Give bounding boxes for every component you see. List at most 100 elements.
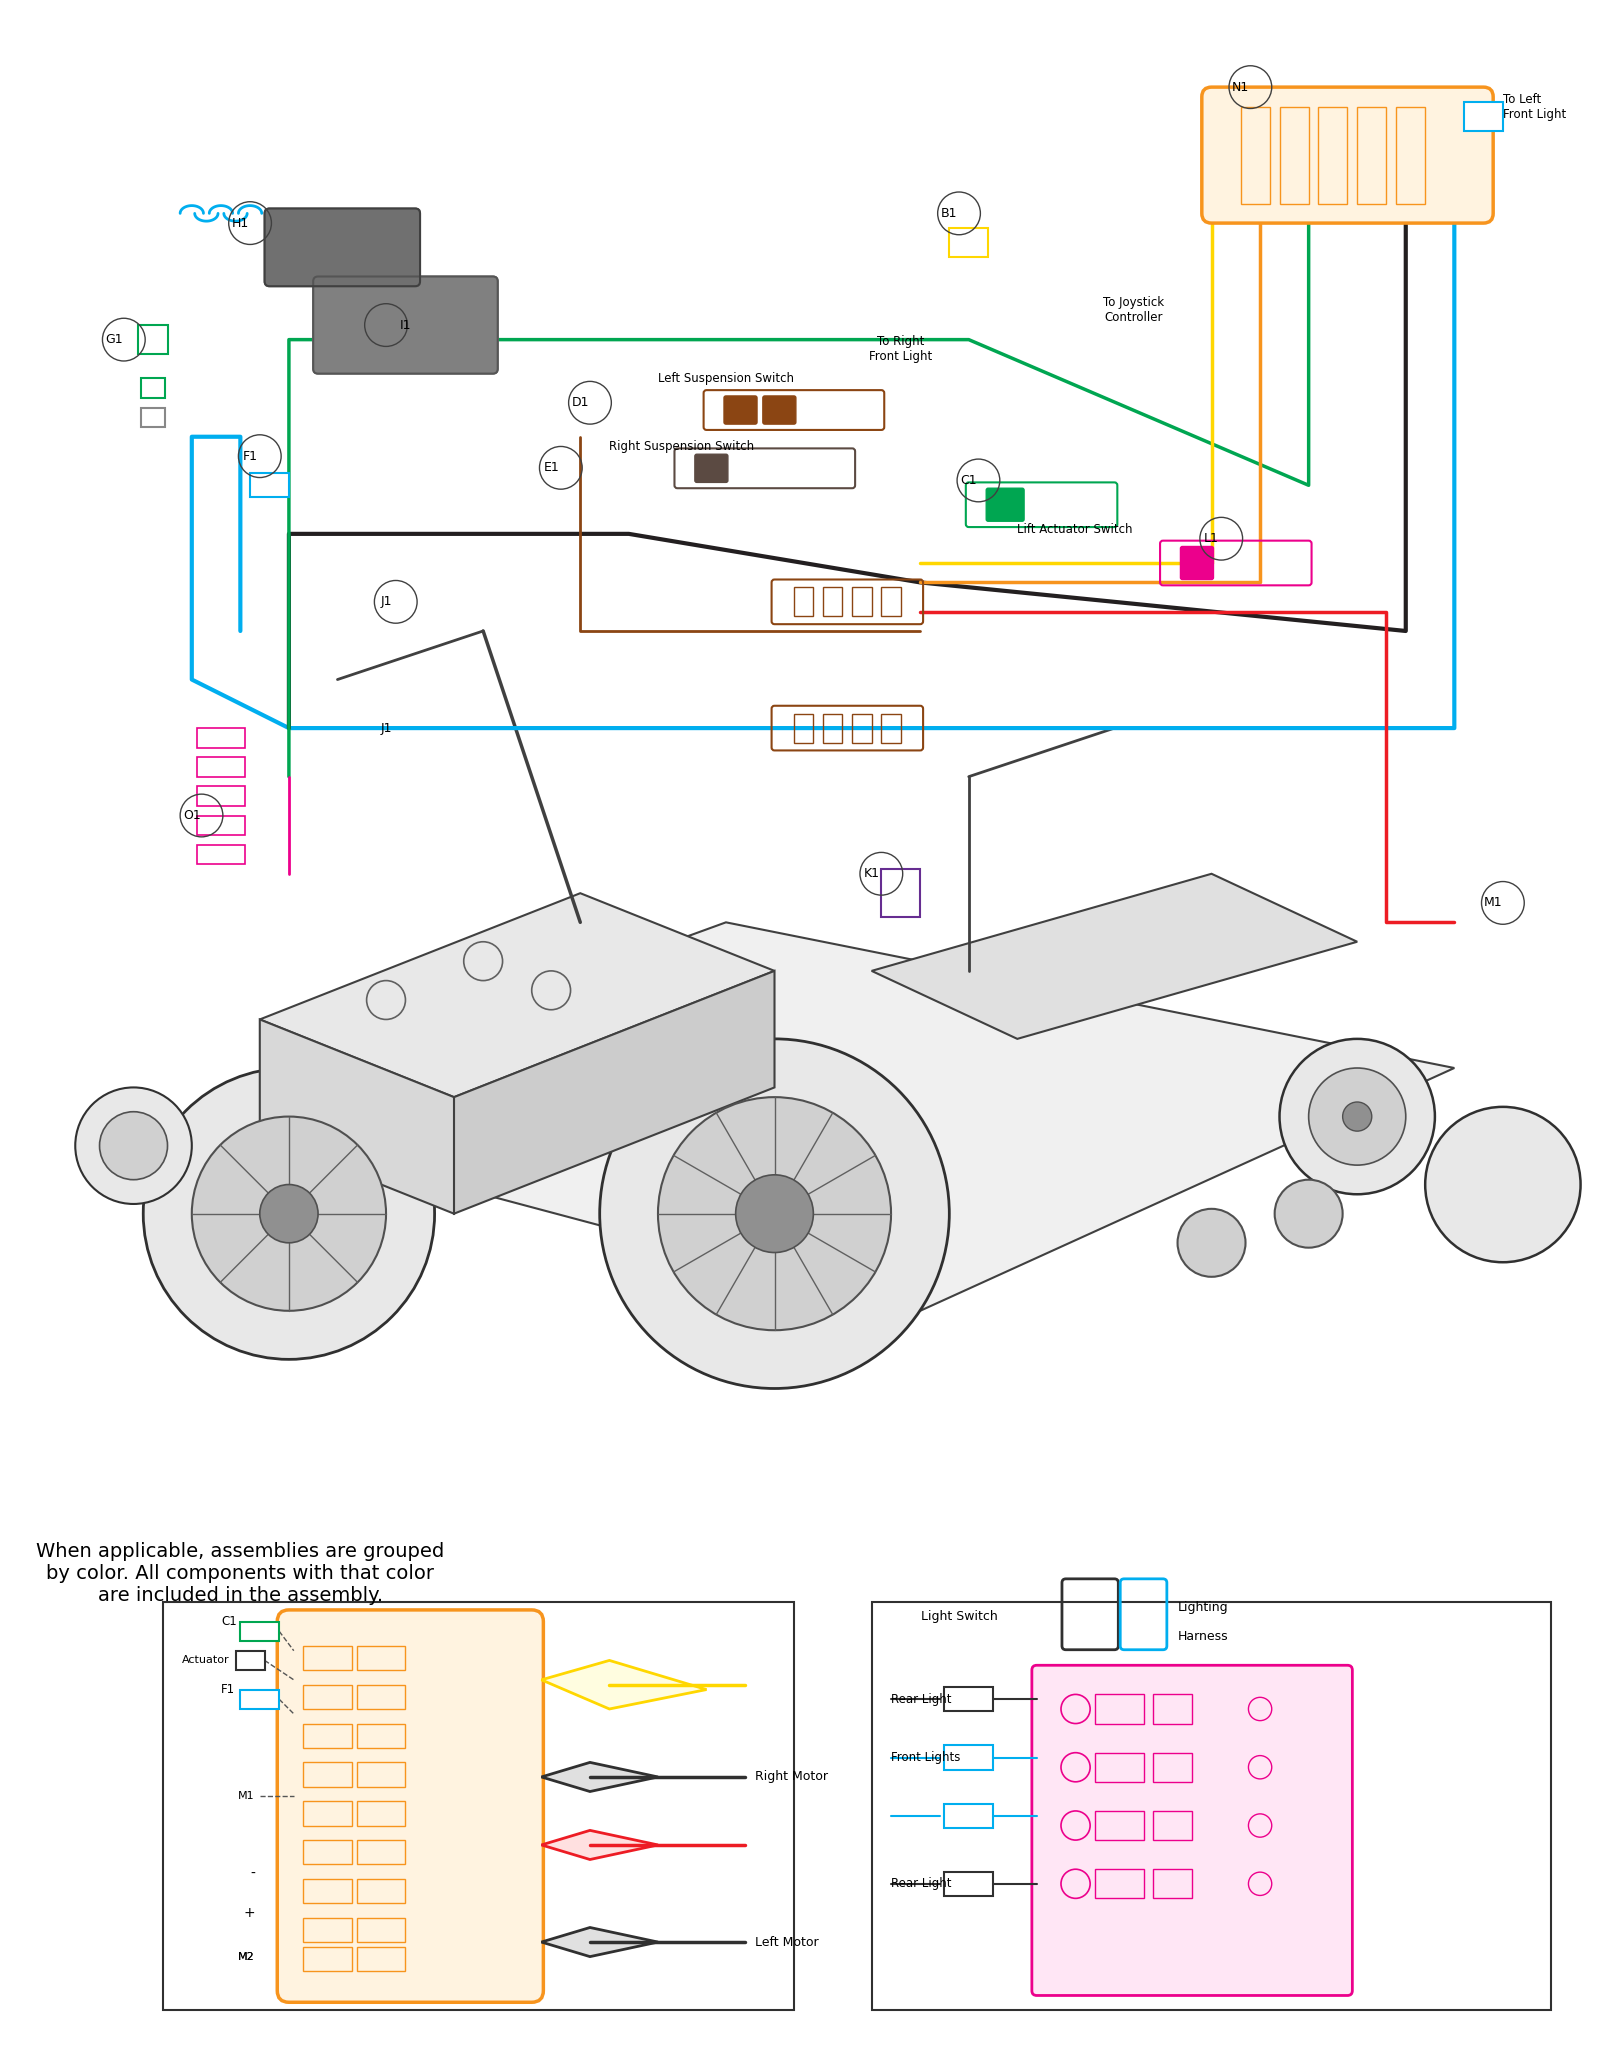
Bar (1154, 1695, 1192, 1723)
Polygon shape (541, 1661, 707, 1709)
Circle shape (192, 1117, 386, 1312)
Text: Actuator: Actuator (182, 1655, 230, 1666)
Circle shape (1426, 1107, 1581, 1262)
Text: Harness: Harness (1178, 1630, 1229, 1643)
Bar (141, 408, 165, 426)
Bar (1357, 106, 1386, 203)
Bar (304, 1723, 352, 1748)
Bar (304, 1802, 352, 1825)
Polygon shape (259, 1020, 454, 1215)
Bar (853, 588, 872, 617)
Bar (944, 1872, 994, 1895)
Circle shape (736, 1175, 813, 1252)
Text: Rear Light: Rear Light (891, 1877, 952, 1891)
Bar (357, 1763, 405, 1788)
Polygon shape (454, 970, 774, 1215)
Bar (304, 1839, 352, 1864)
Circle shape (144, 1068, 435, 1359)
Bar (250, 474, 290, 497)
Circle shape (1342, 1103, 1371, 1132)
Polygon shape (872, 873, 1357, 1039)
Bar (304, 1645, 352, 1670)
Bar (357, 1802, 405, 1825)
Bar (240, 1690, 280, 1709)
Bar (1094, 1868, 1144, 1899)
Text: M2: M2 (238, 1951, 254, 1961)
Bar (357, 1645, 405, 1670)
Polygon shape (259, 894, 774, 1097)
Text: To Right
Front Light: To Right Front Light (869, 335, 933, 364)
Text: When applicable, assemblies are grouped
by color. All components with that color: When applicable, assemblies are grouped … (37, 1541, 445, 1606)
Text: Light Switch: Light Switch (922, 1610, 998, 1624)
Bar (1464, 101, 1502, 130)
Circle shape (75, 1088, 192, 1204)
Polygon shape (541, 1928, 658, 1957)
Bar (944, 1746, 994, 1769)
Text: I1: I1 (400, 319, 411, 331)
Bar (304, 1947, 352, 1972)
Text: Rear Light: Rear Light (891, 1692, 952, 1705)
Bar (1094, 1810, 1144, 1839)
Bar (240, 1622, 280, 1641)
Bar (794, 588, 813, 617)
Bar (1154, 1752, 1192, 1781)
Bar (944, 1804, 994, 1827)
FancyBboxPatch shape (277, 1610, 544, 2003)
Text: K1: K1 (864, 867, 880, 879)
Text: E1: E1 (544, 461, 558, 474)
Circle shape (259, 1186, 318, 1243)
Bar (1094, 1695, 1144, 1723)
Bar (882, 869, 920, 917)
Text: J1: J1 (381, 596, 392, 608)
Circle shape (1280, 1039, 1435, 1194)
Bar (197, 786, 245, 805)
Bar (1280, 106, 1309, 203)
Text: C1: C1 (221, 1616, 237, 1628)
Polygon shape (541, 1831, 658, 1860)
Bar (794, 714, 813, 743)
Text: Lift Actuator Switch: Lift Actuator Switch (1018, 523, 1133, 536)
Bar (944, 1686, 994, 1711)
Bar (822, 588, 843, 617)
Bar (163, 1601, 794, 2011)
Text: M2: M2 (238, 1951, 254, 1961)
Text: O1: O1 (182, 809, 200, 821)
Bar (822, 714, 843, 743)
FancyBboxPatch shape (264, 209, 421, 286)
Text: Right Suspension Switch: Right Suspension Switch (610, 441, 755, 453)
Bar (357, 1839, 405, 1864)
Text: Front Lights: Front Lights (891, 1750, 960, 1765)
Text: F1: F1 (243, 449, 258, 463)
Bar (197, 728, 245, 747)
Text: B1: B1 (941, 207, 957, 219)
Polygon shape (192, 923, 1454, 1312)
FancyBboxPatch shape (1202, 87, 1493, 223)
Text: L1: L1 (1205, 532, 1219, 546)
Bar (1154, 1868, 1192, 1899)
Text: Left Motor: Left Motor (755, 1937, 819, 1949)
FancyBboxPatch shape (1181, 546, 1213, 579)
Bar (357, 1879, 405, 1903)
Text: J1: J1 (381, 722, 392, 734)
Bar (304, 1684, 352, 1709)
Bar (853, 714, 872, 743)
Text: C1: C1 (960, 474, 978, 486)
Text: M1: M1 (1483, 896, 1502, 910)
Bar (197, 815, 245, 836)
Text: F1: F1 (221, 1682, 235, 1697)
Bar (197, 844, 245, 865)
Text: -: - (250, 1866, 254, 1881)
Bar (304, 1918, 352, 1943)
FancyBboxPatch shape (725, 395, 757, 424)
FancyBboxPatch shape (763, 395, 795, 424)
Bar (304, 1763, 352, 1788)
Bar (141, 379, 165, 397)
Text: D1: D1 (571, 397, 589, 410)
Bar (357, 1684, 405, 1709)
Bar (882, 588, 901, 617)
Bar (882, 714, 901, 743)
Bar (138, 325, 168, 354)
Text: Left Suspension Switch: Left Suspension Switch (658, 372, 794, 385)
Text: +: + (243, 1906, 254, 1920)
FancyBboxPatch shape (694, 455, 728, 482)
